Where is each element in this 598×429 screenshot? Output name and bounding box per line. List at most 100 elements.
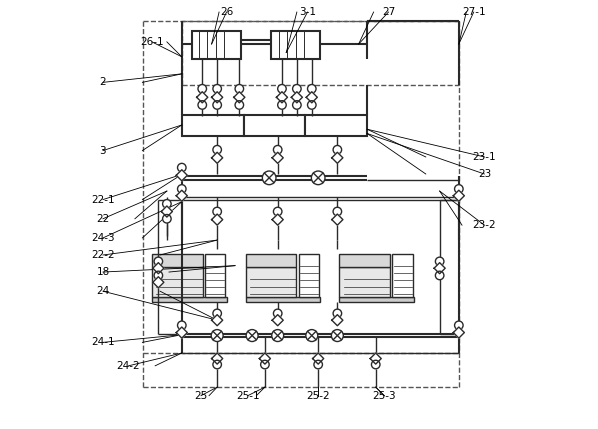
Circle shape (277, 101, 286, 109)
Polygon shape (260, 353, 270, 364)
Text: 25-1: 25-1 (236, 391, 260, 401)
Text: 24-2: 24-2 (117, 361, 141, 371)
Circle shape (333, 207, 341, 216)
Circle shape (273, 309, 282, 317)
Text: 27: 27 (382, 7, 395, 17)
Circle shape (213, 101, 221, 109)
Text: 22: 22 (96, 214, 109, 224)
Circle shape (307, 85, 316, 93)
Circle shape (435, 271, 444, 280)
Bar (340, 296, 414, 302)
Polygon shape (197, 92, 208, 103)
Polygon shape (161, 206, 172, 217)
Polygon shape (212, 92, 222, 103)
Circle shape (312, 171, 325, 184)
Polygon shape (434, 263, 445, 274)
Text: 3-1: 3-1 (299, 7, 316, 17)
Circle shape (263, 171, 276, 184)
Circle shape (178, 163, 186, 172)
Polygon shape (453, 327, 465, 338)
Circle shape (163, 214, 171, 223)
Circle shape (277, 85, 286, 93)
Text: 2: 2 (100, 77, 106, 88)
Text: 27-1: 27-1 (462, 7, 486, 17)
Bar (191, 31, 240, 59)
Bar (246, 254, 297, 267)
Circle shape (454, 184, 463, 193)
Polygon shape (453, 190, 465, 201)
Bar (340, 267, 390, 296)
Circle shape (235, 85, 243, 93)
Bar (152, 296, 227, 302)
Bar (246, 267, 297, 296)
Polygon shape (176, 170, 187, 181)
Polygon shape (332, 152, 343, 163)
Circle shape (314, 360, 322, 369)
Circle shape (235, 101, 243, 109)
Bar (340, 254, 390, 267)
Text: 22-1: 22-1 (91, 195, 115, 205)
Circle shape (213, 360, 221, 369)
Polygon shape (272, 314, 283, 326)
Polygon shape (153, 277, 164, 288)
Circle shape (198, 101, 206, 109)
Circle shape (261, 360, 269, 369)
Polygon shape (153, 263, 164, 274)
Text: 25: 25 (194, 391, 208, 401)
Text: 24: 24 (96, 286, 109, 296)
Bar (306, 115, 367, 136)
Text: 22-2: 22-2 (91, 250, 115, 260)
Circle shape (371, 360, 380, 369)
Polygon shape (176, 190, 187, 201)
Polygon shape (234, 92, 245, 103)
Polygon shape (212, 353, 222, 364)
Circle shape (198, 85, 206, 93)
Text: 25-2: 25-2 (306, 391, 330, 401)
Bar (271, 31, 321, 59)
Circle shape (178, 184, 186, 193)
Circle shape (331, 329, 343, 341)
Text: 26: 26 (220, 7, 233, 17)
Text: 23-2: 23-2 (472, 220, 496, 230)
Polygon shape (313, 353, 324, 364)
Circle shape (163, 199, 171, 208)
Text: 26-1: 26-1 (140, 37, 164, 47)
Circle shape (154, 257, 163, 266)
Circle shape (454, 321, 463, 329)
Circle shape (307, 101, 316, 109)
Bar (152, 254, 203, 267)
Polygon shape (272, 214, 283, 225)
Circle shape (435, 257, 444, 266)
Text: 25-3: 25-3 (373, 391, 396, 401)
Circle shape (292, 85, 301, 93)
Circle shape (211, 329, 223, 341)
Polygon shape (176, 327, 187, 338)
Polygon shape (370, 353, 382, 364)
Polygon shape (332, 314, 343, 326)
Bar (246, 296, 321, 302)
Text: 18: 18 (96, 267, 109, 277)
Circle shape (246, 329, 258, 341)
Circle shape (178, 321, 186, 329)
Polygon shape (332, 214, 343, 225)
Circle shape (213, 145, 221, 154)
Polygon shape (212, 314, 222, 326)
Circle shape (213, 207, 221, 216)
Circle shape (213, 309, 221, 317)
Circle shape (273, 207, 282, 216)
Bar (152, 267, 203, 296)
Circle shape (273, 145, 282, 154)
Text: 3: 3 (100, 145, 106, 156)
Polygon shape (212, 214, 222, 225)
Circle shape (271, 329, 283, 341)
Bar (205, 254, 225, 296)
Bar (298, 254, 319, 296)
Polygon shape (272, 152, 283, 163)
Circle shape (213, 85, 221, 93)
Circle shape (333, 145, 341, 154)
Polygon shape (276, 92, 288, 103)
Polygon shape (291, 92, 303, 103)
Polygon shape (212, 152, 222, 163)
Bar (243, 115, 306, 136)
Bar (392, 254, 413, 296)
